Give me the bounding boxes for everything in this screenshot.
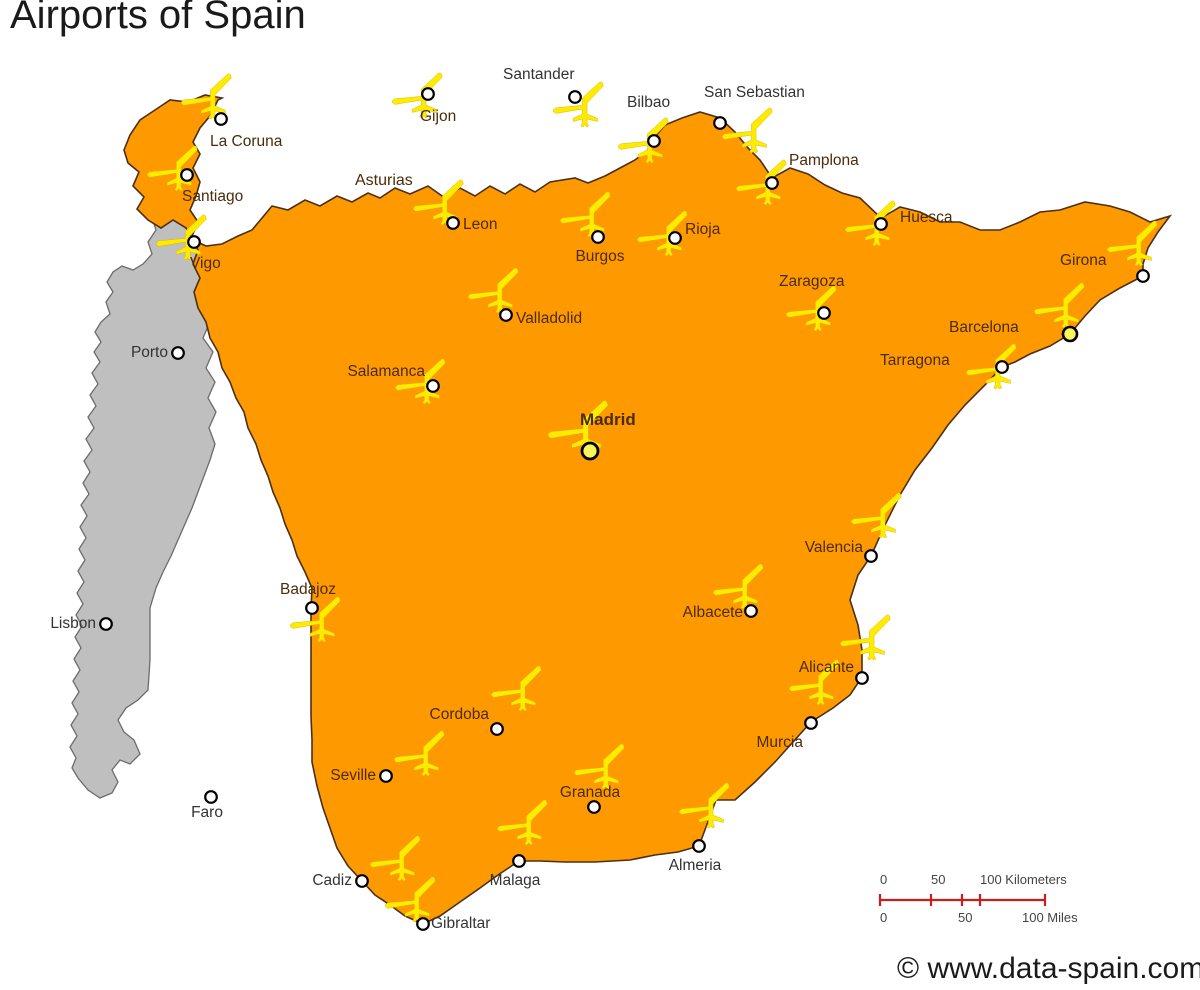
svg-text:Cordoba: Cordoba bbox=[430, 706, 490, 723]
svg-text:Vigo: Vigo bbox=[190, 255, 221, 272]
svg-text:Malaga: Malaga bbox=[490, 872, 541, 889]
svg-text:100 Miles: 100 Miles bbox=[1022, 910, 1078, 925]
svg-text:Badajoz: Badajoz bbox=[280, 581, 336, 598]
svg-text:Gijon: Gijon bbox=[420, 108, 456, 125]
svg-text:Pamplona: Pamplona bbox=[789, 152, 859, 169]
svg-text:Huesca: Huesca bbox=[900, 209, 953, 226]
svg-text:Salamanca: Salamanca bbox=[347, 363, 425, 380]
svg-text:100 Kilometers: 100 Kilometers bbox=[980, 872, 1067, 887]
svg-text:Lisbon: Lisbon bbox=[50, 615, 96, 632]
svg-text:Murcia: Murcia bbox=[756, 734, 803, 751]
svg-text:Bilbao: Bilbao bbox=[627, 94, 670, 111]
svg-text:Porto: Porto bbox=[131, 344, 168, 361]
svg-text:San Sebastian: San Sebastian bbox=[704, 84, 805, 101]
svg-text:Santander: Santander bbox=[503, 66, 575, 83]
svg-text:Girona: Girona bbox=[1060, 252, 1107, 269]
svg-text:50: 50 bbox=[958, 910, 972, 925]
svg-text:Santiago: Santiago bbox=[182, 188, 243, 205]
svg-text:Seville: Seville bbox=[330, 767, 376, 784]
svg-text:Burgos: Burgos bbox=[575, 248, 624, 265]
svg-text:Zaragoza: Zaragoza bbox=[779, 273, 845, 290]
svg-text:0: 0 bbox=[880, 910, 887, 925]
svg-text:Tarragona: Tarragona bbox=[880, 352, 950, 369]
svg-text:Granada: Granada bbox=[560, 784, 621, 801]
svg-text:Faro: Faro bbox=[191, 804, 223, 821]
svg-text:Gibraltar: Gibraltar bbox=[431, 915, 490, 932]
svg-text:Cadiz: Cadiz bbox=[312, 872, 352, 889]
svg-text:Barcelona: Barcelona bbox=[949, 319, 1019, 336]
svg-text:Albacete: Albacete bbox=[683, 604, 743, 621]
svg-text:Madrid: Madrid bbox=[580, 410, 636, 429]
svg-text:Leon: Leon bbox=[463, 216, 497, 233]
svg-text:La Coruna: La Coruna bbox=[210, 133, 283, 150]
svg-text:Valencia: Valencia bbox=[805, 539, 864, 556]
svg-text:Valladolid: Valladolid bbox=[516, 310, 582, 327]
svg-text:© www.data-spain.com: © www.data-spain.com bbox=[897, 952, 1200, 985]
svg-text:0: 0 bbox=[880, 872, 887, 887]
svg-text:Asturias: Asturias bbox=[355, 172, 413, 189]
svg-text:50: 50 bbox=[931, 872, 945, 887]
svg-text:Alicante: Alicante bbox=[799, 659, 854, 676]
svg-text:Rioja: Rioja bbox=[685, 221, 721, 238]
svg-text:Almeria: Almeria bbox=[669, 857, 722, 874]
